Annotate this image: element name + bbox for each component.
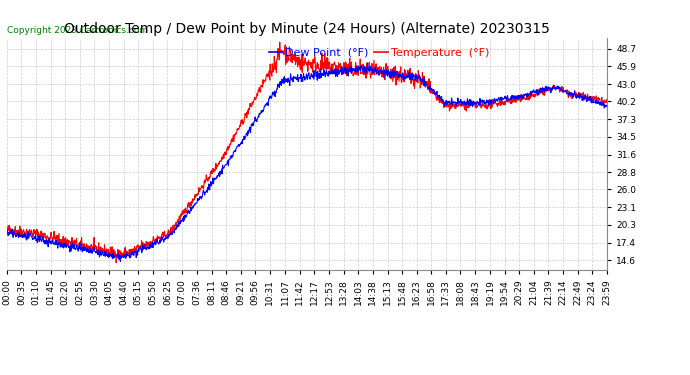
Title: Outdoor Temp / Dew Point by Minute (24 Hours) (Alternate) 20230315: Outdoor Temp / Dew Point by Minute (24 H… [64, 22, 550, 36]
Legend: Dew Point  (°F), Temperature  (°F): Dew Point (°F), Temperature (°F) [264, 43, 494, 62]
Text: Copyright 2023 Cartronics.com: Copyright 2023 Cartronics.com [7, 26, 148, 35]
